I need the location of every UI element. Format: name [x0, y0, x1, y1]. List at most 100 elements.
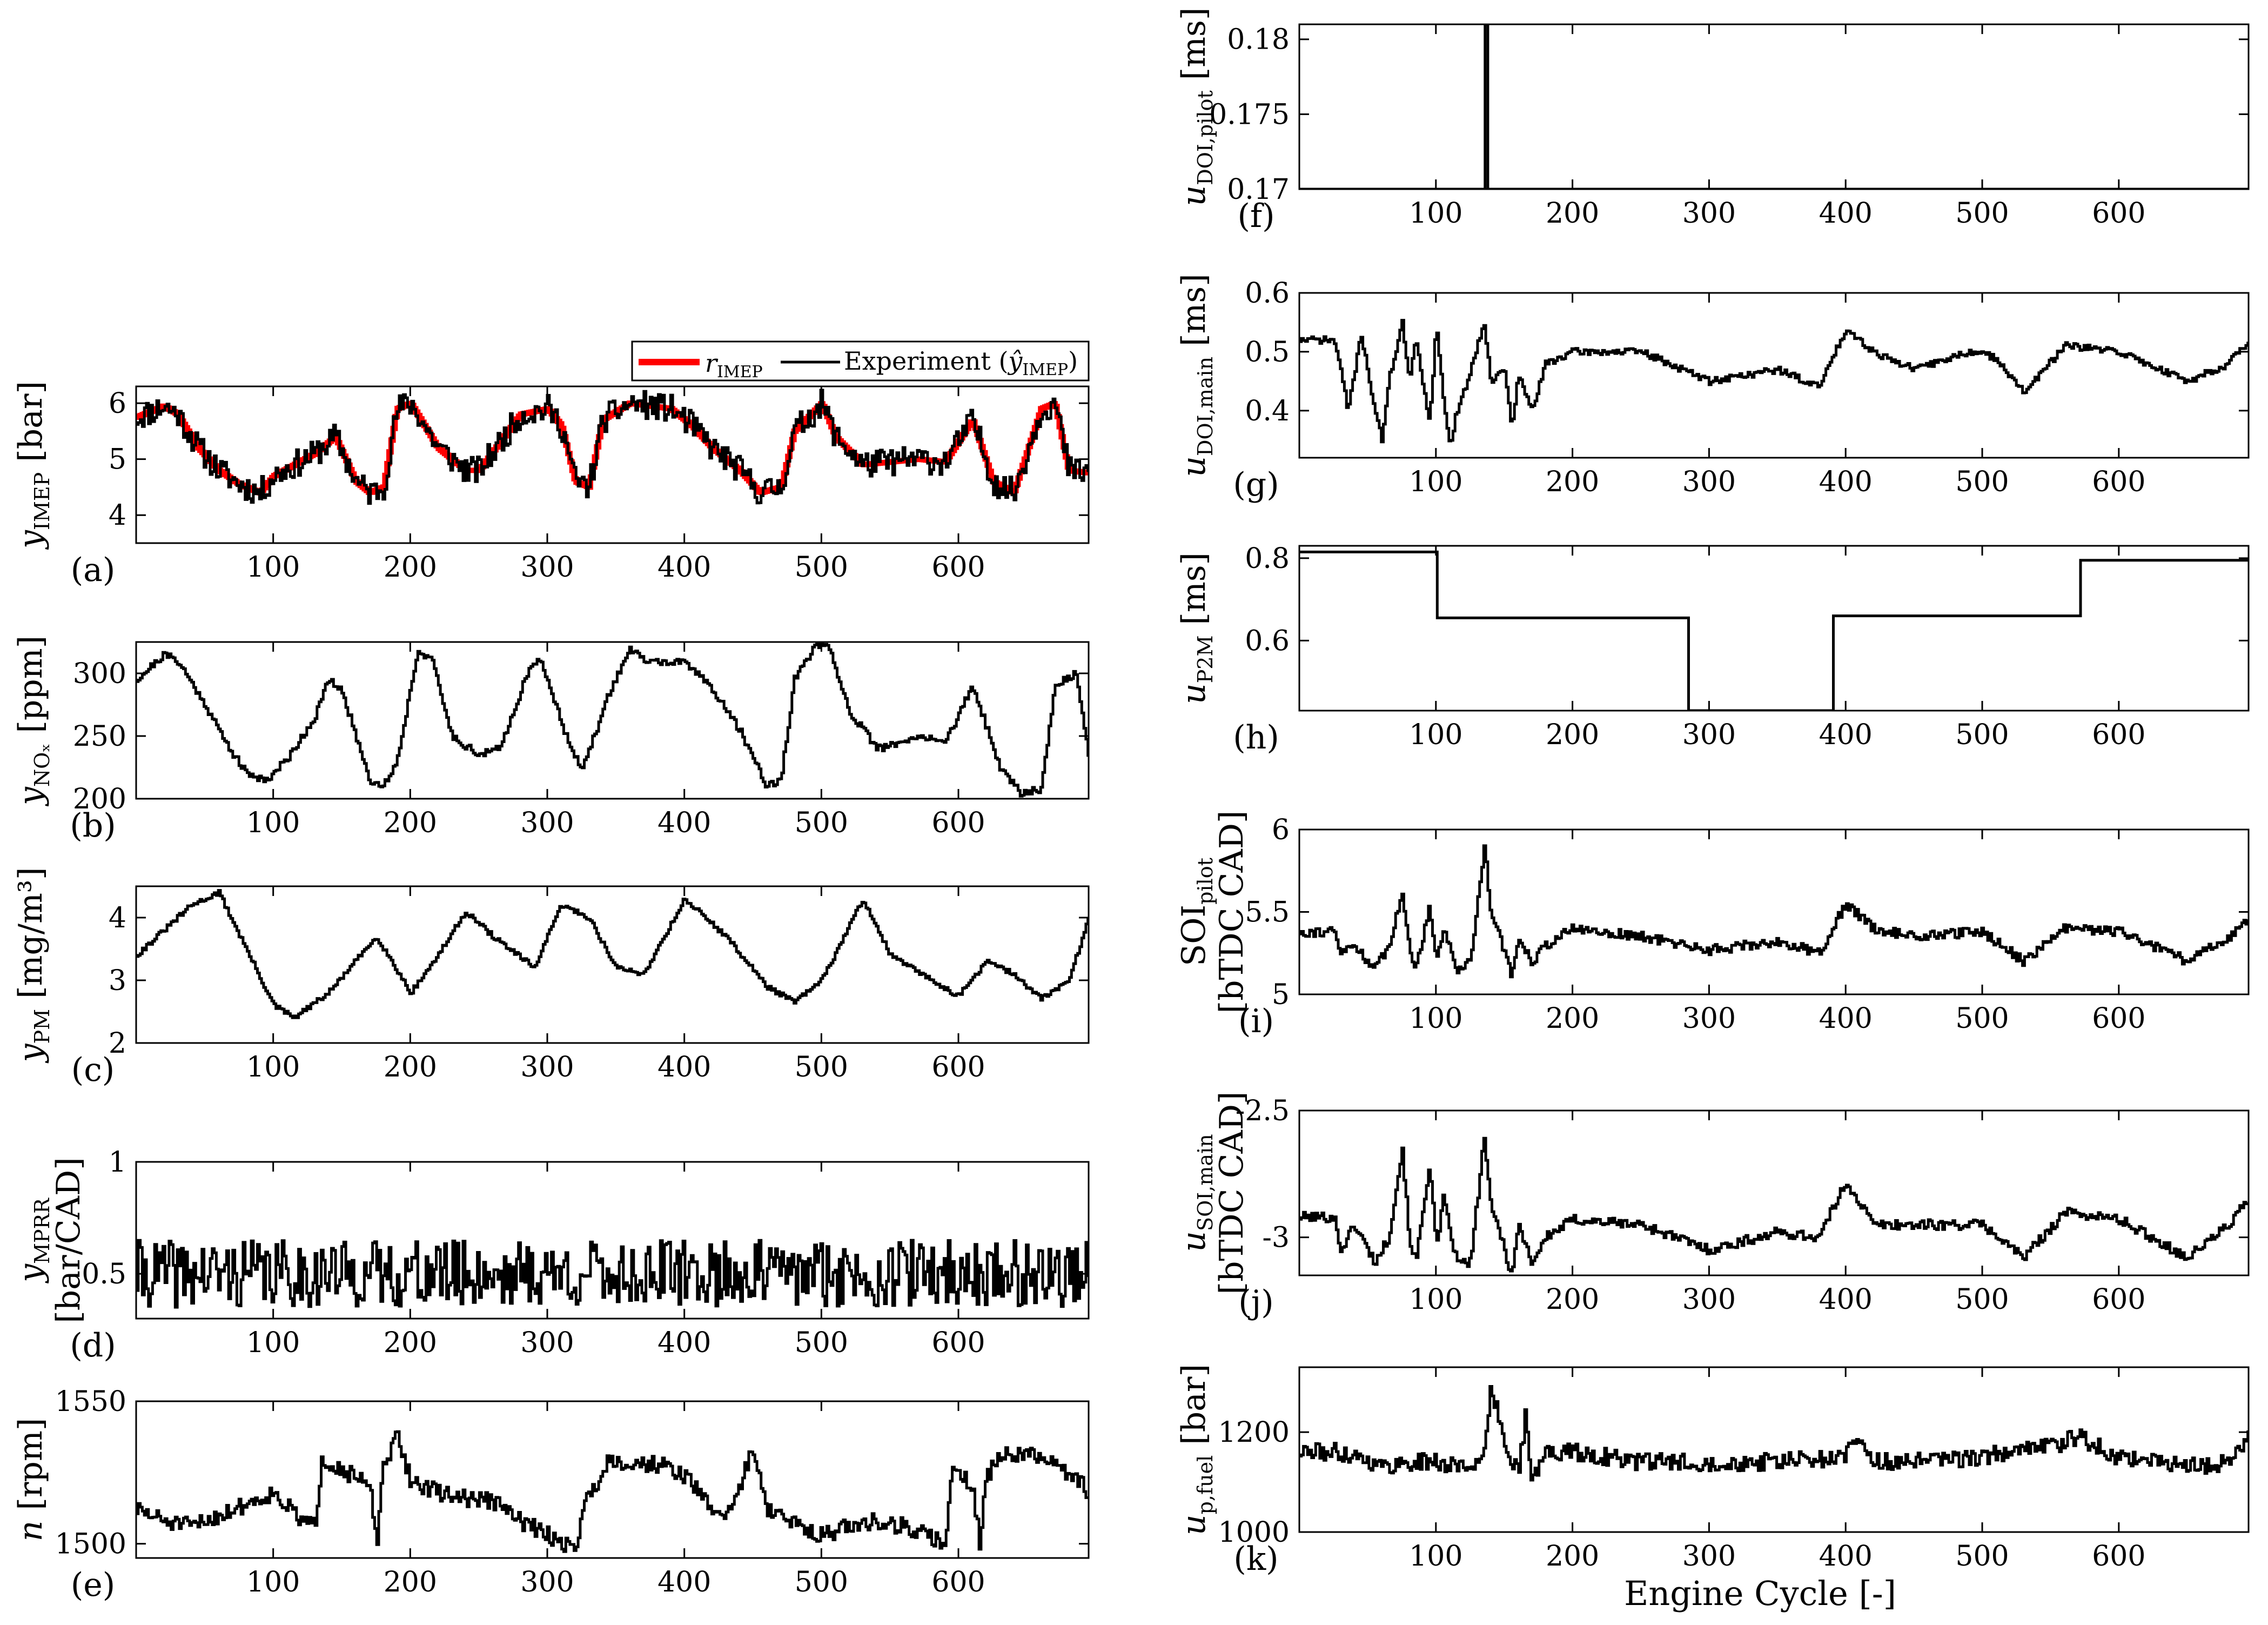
x-tick-label-d-600: 600 [931, 1327, 985, 1359]
x-tick-label-c-400: 400 [657, 1051, 711, 1084]
y-axis-title-f: uDOI,pilot [ms] [1175, 8, 1217, 206]
x-tick-label-a-300: 300 [520, 551, 574, 584]
y-tick-label-a-0: 4 [109, 499, 126, 532]
series-group-d [136, 1239, 1089, 1309]
x-tick-label-h-200: 200 [1546, 719, 1599, 751]
y-axis-unit-d: [bar/CAD] [50, 1157, 88, 1323]
panel-label-e: (e) [71, 1566, 115, 1604]
series-line-e-0 [136, 1430, 1089, 1553]
x-tick-label-a-200: 200 [384, 551, 437, 584]
x-tick-label-f-600: 600 [2092, 197, 2145, 230]
panel-label-g: (g) [1233, 466, 1279, 504]
x-tick-label-a-500: 500 [795, 551, 848, 584]
series-line-j-0 [1299, 1136, 2249, 1273]
panel-label-b: (b) [70, 807, 116, 845]
x-tick-label-j-200: 200 [1546, 1283, 1599, 1316]
series-group-k [1299, 1385, 2249, 1482]
panel-h: 100 200 300 400 500 600 0.6 0.8 uP2M [ms] (h) [1175, 543, 2250, 757]
series-group-c [136, 889, 1089, 1019]
axes-frame-g [1298, 292, 2250, 459]
y-axis-title-i: SOIpilot [1175, 858, 1217, 966]
axes-frame-a [135, 385, 1090, 544]
x-tick-label-h-100: 100 [1409, 719, 1462, 751]
y-tick-label-d-0: 0.5 [82, 1258, 126, 1290]
series-line-k-0 [1299, 1385, 2249, 1482]
series-group-i [1299, 844, 2249, 979]
x-tick-label-c-600: 600 [931, 1051, 985, 1084]
series-line-b-0 [136, 642, 1089, 798]
x-tick-label-i-300: 300 [1682, 1002, 1736, 1035]
x-tick-label-k-200: 200 [1546, 1540, 1599, 1573]
x-tick-label-b-600: 600 [931, 807, 985, 839]
x-tick-label-b-300: 300 [520, 807, 574, 839]
x-tick-label-e-300: 300 [520, 1566, 574, 1599]
x-tick-label-k-100: 100 [1409, 1540, 1462, 1573]
panel-label-h: (h) [1233, 719, 1279, 757]
panel-label-j: (j) [1238, 1283, 1273, 1321]
x-tick-label-g-100: 100 [1409, 466, 1462, 498]
y-tick-label-i-1: 5.5 [1245, 897, 1290, 929]
y-tick-label-g-1: 0.5 [1245, 336, 1290, 369]
panel-d: 100 200 300 400 500 600 0.5 1 yMPRR[bar/CAD] (d) [12, 1146, 1090, 1365]
legend-exp-label: Experiment (ŷIMEP) [844, 346, 1078, 379]
x-tick-label-h-600: 600 [2092, 719, 2145, 751]
panel-b: 100 200 300 400 500 600 200 250 300 yNOₓ [ppm] (b) [12, 636, 1090, 845]
y-axis-unit-j: [bTDC CAD] [1213, 1092, 1251, 1295]
x-tick-label-h-300: 300 [1682, 719, 1736, 751]
y-tick-label-k-0: 1000 [1218, 1516, 1290, 1549]
panel-label-a: (a) [71, 551, 116, 589]
panel-g: 100 200 300 400 500 600 0.4 0.5 0.6 uDOI,main [ms… [1175, 273, 2250, 504]
axes-frame-b [135, 641, 1090, 800]
y-tick-label-c-2: 4 [109, 902, 126, 934]
x-tick-label-a-400: 400 [657, 551, 711, 584]
x-tick-label-g-600: 600 [2092, 466, 2145, 498]
series-line-a-1 [136, 389, 1089, 505]
x-axis-title: Engine Cycle [-] [1624, 1574, 1896, 1613]
x-tick-label-k-500: 500 [1955, 1540, 2009, 1573]
series-group-j [1299, 1136, 2249, 1273]
legend-box [631, 340, 1090, 382]
x-tick-label-i-200: 200 [1546, 1002, 1599, 1035]
x-tick-label-g-300: 300 [1682, 466, 1736, 498]
y-tick-label-f-2: 0.18 [1227, 24, 1290, 56]
panel-label-f: (f) [1237, 197, 1274, 235]
x-tick-label-j-400: 400 [1819, 1283, 1873, 1316]
x-tick-label-b-500: 500 [795, 807, 848, 839]
y-tick-label-b-1: 250 [73, 720, 126, 753]
y-tick-label-d-1: 1 [109, 1146, 126, 1179]
panel-label-c: (c) [71, 1051, 115, 1089]
x-tick-label-d-300: 300 [520, 1327, 574, 1359]
x-tick-label-i-100: 100 [1409, 1002, 1462, 1035]
x-tick-label-f-400: 400 [1819, 197, 1873, 230]
y-axis-title-k: up,fuel [bar] [1175, 1364, 1217, 1535]
y-axis-title-d: yMPRR [12, 1198, 54, 1284]
x-tick-label-k-400: 400 [1819, 1540, 1873, 1573]
x-tick-label-b-100: 100 [246, 807, 300, 839]
x-tick-label-h-500: 500 [1955, 719, 2009, 751]
y-axis-title-h: uP2M [ms] [1175, 552, 1217, 704]
axes-frame-c [135, 885, 1090, 1044]
y-tick-label-h-1: 0.8 [1245, 543, 1290, 575]
series-group-h [1299, 550, 2249, 711]
series-line-h-0 [1299, 550, 2249, 711]
x-tick-label-k-600: 600 [2092, 1540, 2145, 1573]
axes-frame-e [135, 1400, 1090, 1559]
series-group-g [1299, 319, 2249, 444]
x-tick-label-e-100: 100 [246, 1566, 300, 1599]
axes-frame-k [1298, 1366, 2250, 1533]
y-tick-label-f-1: 0.175 [1209, 98, 1290, 131]
y-axis-title-j: uSOI,main [1175, 1134, 1217, 1252]
y-axis-title-e: n [rpm] [12, 1418, 50, 1542]
x-tick-label-j-500: 500 [1955, 1283, 2009, 1316]
axes-frame-d [135, 1161, 1090, 1320]
y-tick-label-j-0: -3 [1262, 1222, 1290, 1254]
x-tick-label-e-200: 200 [384, 1566, 437, 1599]
series-group-a [136, 389, 1089, 505]
x-tick-label-c-500: 500 [795, 1051, 848, 1084]
legend: rIMEP Experiment (ŷIMEP) [631, 340, 1090, 382]
x-tick-label-g-400: 400 [1819, 466, 1873, 498]
x-tick-label-i-400: 400 [1819, 1002, 1873, 1035]
